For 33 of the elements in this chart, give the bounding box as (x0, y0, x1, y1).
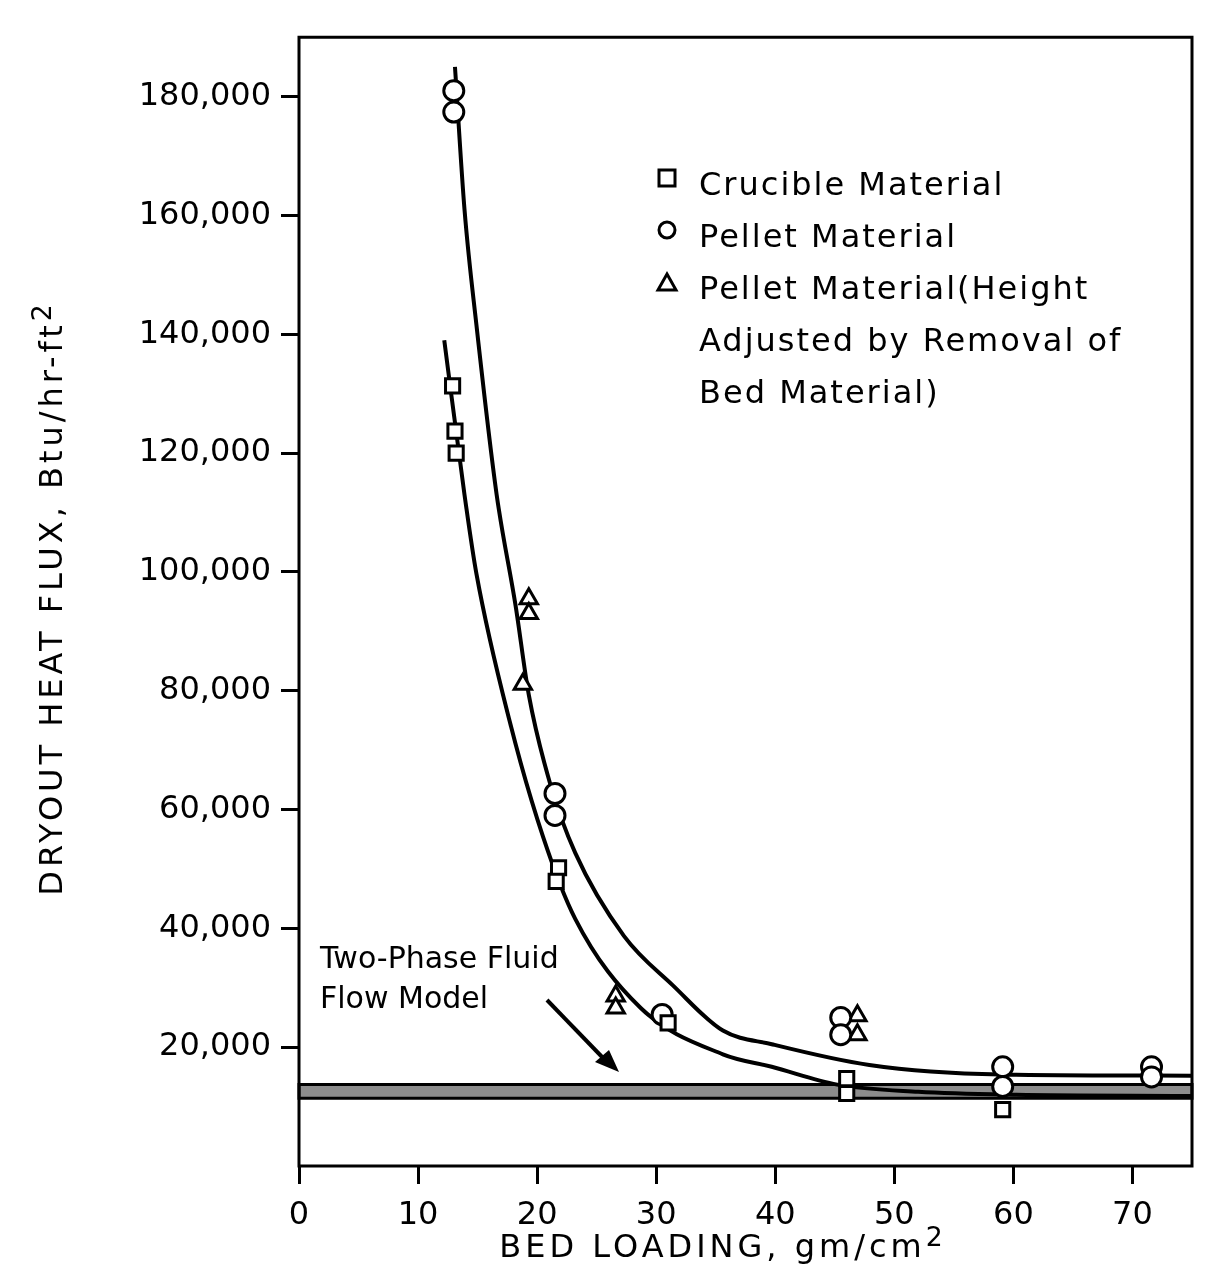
y-tick-label: 160,000 (138, 193, 271, 232)
point (829, 1023, 853, 1047)
point (442, 79, 466, 103)
point (543, 782, 567, 805)
y-tick-label: 140,000 (138, 312, 271, 351)
point (543, 803, 567, 827)
x-tick-label: 0 (288, 1193, 310, 1232)
y-tick-label: 80,000 (159, 669, 271, 708)
band-label: Two-Phase Fluid Flow Model (320, 938, 560, 1018)
point (444, 377, 462, 395)
point (991, 1074, 1015, 1098)
point (547, 872, 565, 890)
x-tick-label: 30 (635, 1193, 677, 1232)
y-tick-label: 120,000 (138, 431, 271, 470)
y-tick-label: 60,000 (159, 787, 271, 826)
y-tick-label: 20,000 (159, 1025, 271, 1064)
point (994, 1100, 1012, 1119)
point (447, 444, 465, 462)
point (1140, 1065, 1164, 1089)
x-tick-label: 40 (754, 1193, 796, 1232)
x-tick-label: 60 (993, 1193, 1034, 1232)
point (446, 422, 464, 440)
point (442, 100, 466, 124)
x-tick-label: 50 (873, 1193, 915, 1232)
y-tick-label: 180,000 (138, 74, 271, 113)
y-tick-label: 40,000 (159, 906, 271, 945)
legend-label: Pellet Material(Height Adjusted by Removal of Bed Material) (699, 268, 1124, 413)
point (991, 1055, 1015, 1079)
legend-label: Crucible Material (699, 164, 1005, 205)
legend-label: Pellet Material (699, 216, 958, 257)
x-tick-label: 70 (1112, 1193, 1153, 1232)
x-tick-label: 10 (397, 1193, 439, 1232)
y-tick-label: 100,000 (138, 550, 271, 589)
